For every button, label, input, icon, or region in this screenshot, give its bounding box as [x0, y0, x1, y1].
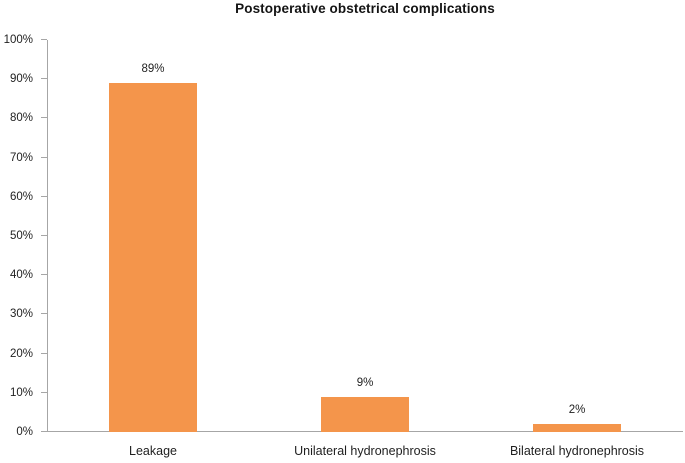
- category-label: Bilateral hydronephrosis: [509, 444, 645, 458]
- y-axis-tick-label: 60%: [9, 190, 33, 203]
- y-axis-tick: [41, 235, 47, 236]
- y-axis-tick-label: 50%: [9, 230, 33, 242]
- y-axis-tick: [41, 431, 47, 432]
- bar-value-label: 2%: [568, 404, 586, 417]
- bar-3: [533, 424, 621, 432]
- y-axis-tick: [41, 39, 47, 40]
- y-axis-tick-label: 70%: [9, 151, 33, 164]
- y-axis-tick-label: 10%: [9, 386, 33, 399]
- y-axis-tick: [41, 313, 47, 315]
- category-label: Unilateral hydronephrosis: [294, 444, 436, 458]
- y-axis-tick: [41, 352, 47, 354]
- y-axis-tick-label: 20%: [9, 347, 33, 360]
- bar-1: [109, 83, 197, 432]
- category-label: Leakage: [129, 444, 177, 458]
- y-axis-tick: [41, 391, 47, 393]
- y-axis-tick-label: 0%: [16, 426, 33, 438]
- y-axis-tick: [41, 78, 47, 80]
- y-axis-tick-label: 90%: [9, 73, 33, 86]
- y-axis-tick: [41, 117, 47, 119]
- y-axis-tick: [41, 156, 47, 158]
- bar-value-label: 89%: [141, 63, 165, 76]
- y-axis-tick: [41, 195, 47, 197]
- y-axis-tick-label: 40%: [9, 269, 33, 282]
- y-axis-tick: [41, 274, 47, 276]
- y-axis-tick-label: 100%: [3, 34, 33, 46]
- bar-value-label: 9%: [356, 376, 374, 389]
- chart-title: Postoperative obstetrical complications: [235, 1, 495, 16]
- bar-2: [321, 396, 409, 432]
- y-axis-tick-label: 30%: [9, 308, 33, 321]
- y-axis-tick-label: 80%: [9, 112, 33, 125]
